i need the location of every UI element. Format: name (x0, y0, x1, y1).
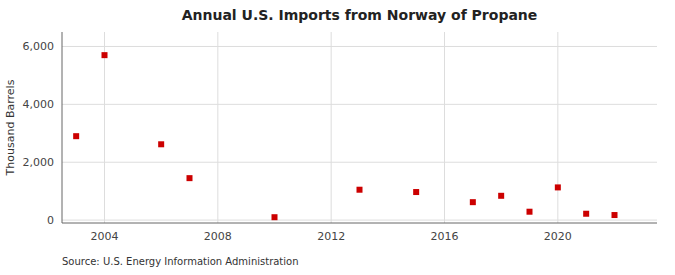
points (73, 52, 617, 220)
point (158, 141, 164, 147)
x-tick-label: 2008 (204, 230, 232, 243)
x-grid-line (444, 32, 445, 223)
point (583, 211, 589, 217)
chart: 0 2,000 4,000 6,000 2004 2008 2012 2016 2020 Annu… (0, 0, 675, 275)
y-grid-line (62, 162, 657, 163)
point (357, 187, 363, 193)
y-axis-line (62, 32, 63, 223)
x-grid-line (331, 32, 332, 223)
point (73, 133, 79, 139)
point (272, 214, 278, 220)
point (102, 52, 108, 58)
x-tick-label: 2016 (431, 230, 459, 243)
y-tick-label: 4,000 (23, 98, 55, 111)
x-grid-line (217, 32, 218, 223)
y-tick-label: 6,000 (23, 40, 55, 53)
source-note: Source: U.S. Energy Information Administ… (62, 256, 299, 267)
y-tick-label: 2,000 (23, 156, 55, 169)
grid (62, 32, 657, 223)
x-tick-label: 2020 (544, 230, 572, 243)
x-tick-label: 2012 (317, 230, 345, 243)
title: Annual U.S. Imports from Norway of Propa… (182, 7, 538, 23)
x-axis-line (62, 223, 657, 224)
point (187, 175, 193, 181)
y-grid-line (62, 220, 657, 221)
point (413, 189, 419, 195)
y-grid-line (62, 104, 657, 105)
point (498, 193, 504, 199)
point (527, 209, 533, 215)
y-axis-label: Thousand Barrels (4, 79, 17, 176)
point (470, 199, 476, 205)
y-tick-label: 0 (47, 214, 54, 227)
x-grid-line (104, 32, 105, 223)
point (555, 184, 561, 190)
point (612, 212, 618, 218)
y-grid-line (62, 46, 657, 47)
x-tick-label: 2004 (91, 230, 119, 243)
x-grid-line (557, 32, 558, 223)
